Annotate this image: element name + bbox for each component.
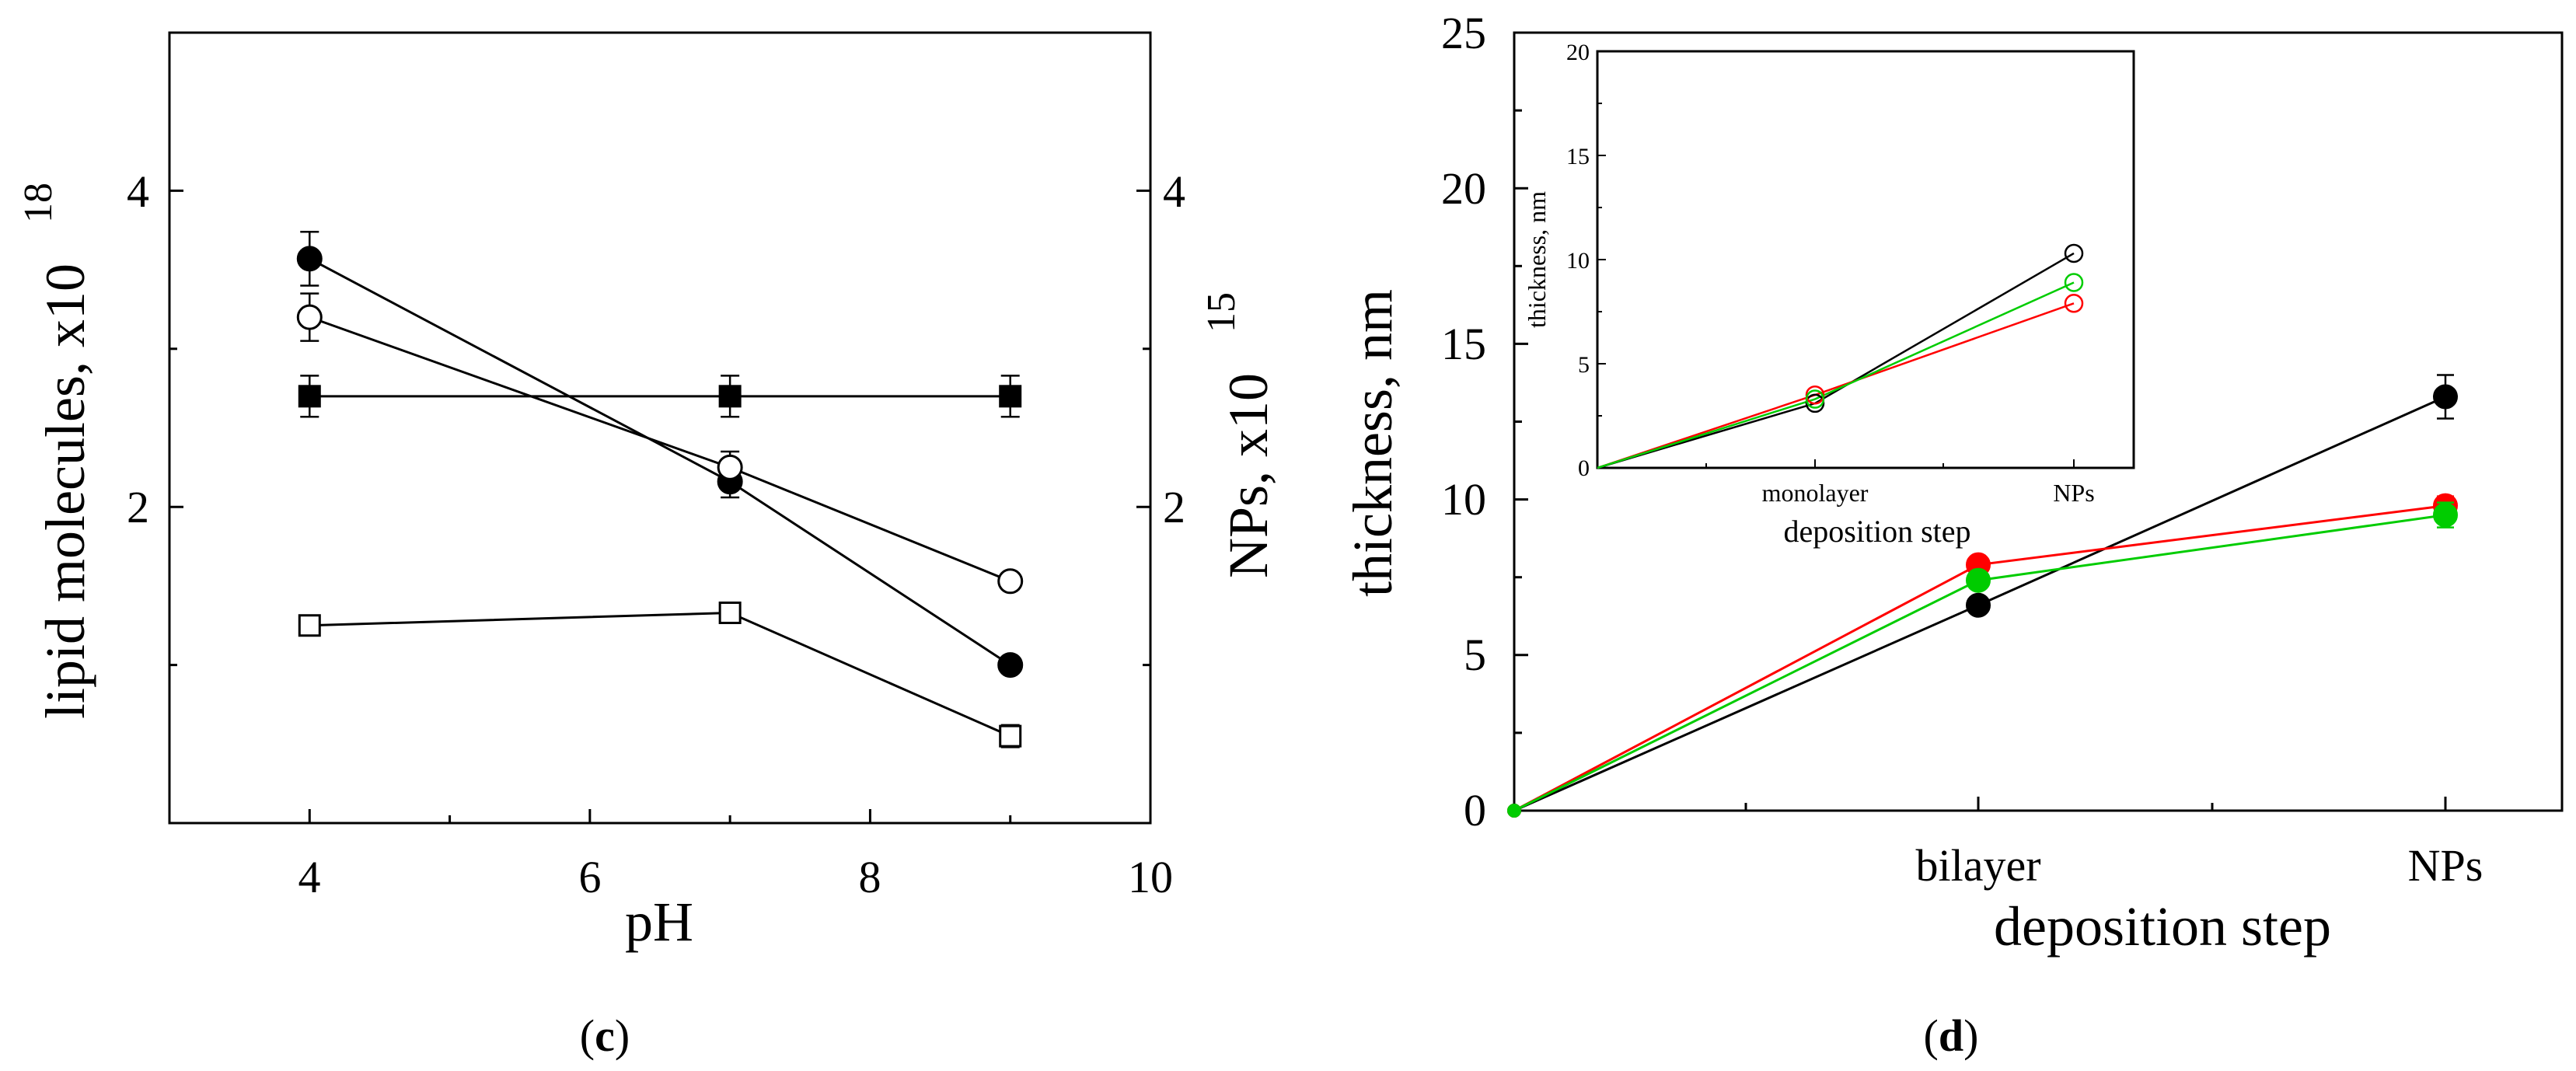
c-data-point: [999, 724, 1022, 748]
c-data-point: [718, 385, 742, 408]
c-data-point: [298, 614, 321, 637]
c-data-point: [999, 385, 1022, 408]
c-y-left-axis-label-text: lipid molecules, x10: [34, 263, 96, 719]
inset-y-tick-label: 0: [1578, 455, 1590, 481]
inset-y-tick-label: 15: [1566, 144, 1590, 169]
inset-data-point: [2064, 294, 2084, 313]
d-y-tick-label: 10: [1441, 474, 1486, 525]
d-y-tick-label: 20: [1441, 163, 1486, 214]
inset-series-line: [1597, 302, 2075, 469]
c-x-tick-label: 4: [298, 852, 321, 902]
d-plot-frame: [1513, 31, 2564, 812]
d-data-point: [1507, 804, 1521, 818]
inset-data-point: [2064, 243, 2084, 263]
d-data-point: [2433, 384, 2458, 410]
inset-data-point: [2064, 273, 2084, 292]
d-y-tick-label: 15: [1441, 319, 1486, 369]
inset-axis-ticks: [1597, 51, 2075, 469]
c-y-right-tick-label: 4: [1163, 166, 1185, 217]
inset-x-axis-label: deposition step: [1783, 514, 1970, 549]
inset-x-tick-label-nps: NPs: [2053, 479, 2094, 507]
c-x-tick-label: 10: [1128, 852, 1173, 902]
c-y-left-tick-label: 4: [127, 166, 149, 217]
c-panel-letter: c: [595, 1010, 615, 1061]
c-y-left-axis-label: lipid molecules, x10 18: [16, 183, 96, 719]
c-y-right-axis-label-text: NPs, x10: [1217, 373, 1279, 578]
c-y-right-axis-exponent: 15: [1199, 292, 1244, 333]
d-data-point: [2433, 502, 2458, 528]
c-x-axis-label: pH: [625, 891, 693, 953]
inset-y-axis-label: thickness, nm: [1523, 191, 1551, 328]
c-data-point: [298, 385, 321, 408]
c-panel-label: (c): [580, 1010, 630, 1061]
d-series-group: [1507, 374, 2458, 818]
inset-plot-frame: [1596, 50, 2135, 469]
d-data-point: [1966, 567, 1991, 593]
c-y-right-tick-label: 2: [1163, 482, 1185, 532]
c-data-point: [997, 652, 1024, 679]
inset-data-point: [1805, 389, 1825, 409]
d-y-tick-label: 5: [1464, 630, 1486, 680]
c-data-point: [717, 454, 743, 480]
c-x-tick-label: 6: [579, 852, 602, 902]
panel-d-chart: 0 5 10 15 20 25 bilayer NPs deposition s…: [1342, 8, 2564, 1061]
c-series-group: [296, 231, 1024, 748]
c-x-tick-label: 8: [859, 852, 881, 902]
d-x-axis-label: deposition step: [1994, 895, 2331, 958]
inset-y-tick-label: 10: [1566, 248, 1590, 274]
c-plot-frame: [168, 31, 1152, 825]
c-y-left-axis-exponent: 18: [16, 183, 61, 223]
d-y-tick-label: 25: [1441, 8, 1486, 58]
d-y-axis-label: thickness, nm: [1342, 289, 1404, 597]
d-inset-chart: 0 5 10 15 20 monolayer NPs deposition st…: [1523, 40, 2135, 549]
c-axis-ticks: [168, 189, 1152, 823]
c-y-right-axis-label: NPs, x10 15: [1199, 292, 1279, 578]
c-series-line: [309, 257, 1011, 666]
c-series-line: [309, 611, 1011, 738]
inset-x-tick-label-monolayer: monolayer: [1762, 479, 1869, 507]
d-x-tick-label-nps: NPs: [2408, 840, 2484, 891]
d-panel-letter: d: [1939, 1010, 1963, 1061]
inset-series-group: [1597, 243, 2084, 469]
d-series-line: [1513, 504, 2446, 812]
c-data-point: [296, 246, 323, 272]
inset-y-tick-label: 20: [1566, 40, 1590, 65]
c-data-point: [997, 568, 1024, 595]
d-data-point: [1966, 592, 1991, 618]
d-axis-ticks: [1514, 31, 2447, 812]
c-series-line: [309, 316, 1011, 583]
c-data-point: [718, 601, 742, 624]
d-panel-label: (d): [1924, 1010, 1979, 1061]
c-data-point: [296, 304, 323, 330]
d-x-tick-label-bilayer: bilayer: [1915, 840, 2040, 891]
panel-c-chart: 4 6 8 10 2 4 2 4 pH lipid molecules, x10…: [16, 31, 1279, 1061]
inset-series-line: [1597, 281, 2075, 469]
inset-series-line: [1597, 252, 2075, 469]
d-y-tick-label: 0: [1464, 785, 1486, 836]
c-y-left-tick-label: 2: [127, 482, 149, 532]
inset-y-tick-label: 5: [1578, 352, 1590, 378]
